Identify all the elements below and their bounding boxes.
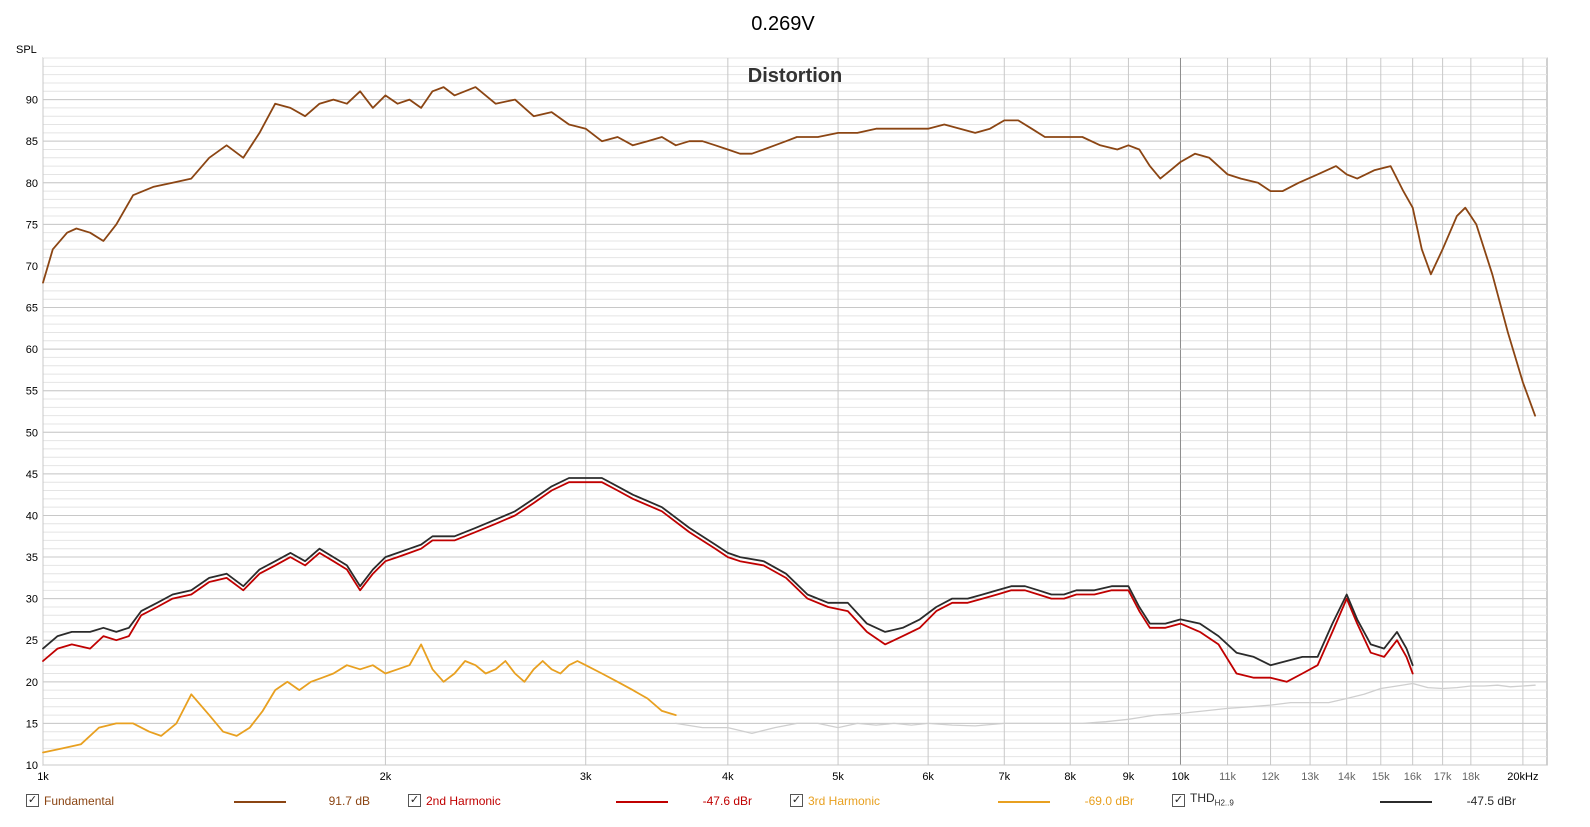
y-tick-label: 15 [26,718,38,730]
legend-label-thd: THDH2..9 [1190,791,1234,807]
legend-value-2nd-harmonic: -47.6 dBr [702,794,752,808]
x-tick-label: 7k [998,771,1010,783]
fundamental-checkbox[interactable]: ✓ [26,794,39,807]
y-tick-label: 85 [26,136,38,148]
y-tick-label: 70 [26,261,38,273]
y-tick-label: 55 [26,386,38,398]
plot-area [42,57,1548,766]
x-tick-label: 17k [1434,771,1452,783]
y-tick-label: 50 [26,427,38,439]
x-tick-label: 16k [1404,771,1422,783]
y-tick-label: 90 [26,95,38,107]
thd-name: THD [1190,791,1215,805]
x-tick-label: 13k [1301,771,1319,783]
series-line-noise-floor [675,682,1536,735]
y-tick-label: 65 [26,303,38,315]
legend-swatch-3rd-harmonic [998,801,1050,803]
y-axis-label: SPL [16,44,37,56]
y-tick-label: 80 [26,178,38,190]
x-tick-label: 8k [1064,771,1076,783]
x-tick-label: 4k [722,771,734,783]
legend-value-fundamental: 91.7 dB [328,794,370,808]
x-tick-label: 2k [380,771,392,783]
x-tick-label: 3k [580,771,592,783]
x-tick-label: 14k [1338,771,1356,783]
x-tick-label: 11k [1219,771,1236,783]
x-tick-label: 5k [832,771,844,783]
x-tick-label: 12k [1262,771,1280,783]
legend-label-3rd-harmonic: 3rd Harmonic [808,794,881,808]
y-tick-label: 25 [26,635,38,647]
thd-subscript: H2..9 [1214,798,1234,808]
x-tick-label: 15k [1372,771,1390,783]
x-tick-label: 6k [922,771,934,783]
x-tick-label: 10k [1172,771,1190,783]
y-tick-label: 10 [26,760,38,772]
y-tick-label: 30 [26,594,38,606]
series-layer [42,86,1536,754]
legend-value-thd: -47.5 dBr [1466,794,1516,808]
x-tick-labels: 1k 2k 3k 4k 5k 6k 7k 8k 9k 10k 11k 12k 13k 14k 15k 16k 1… [37,771,1538,783]
series-line-3rd-harmonic [42,643,677,754]
legend-swatch-fundamental [234,801,286,803]
thd-checkbox[interactable]: ✓ [1172,794,1185,807]
plot-frame [42,57,1548,766]
legend-label-2nd-harmonic: 2nd Harmonic [426,794,501,808]
x-tick-label: 1k [37,771,49,783]
major-grid [42,58,1547,766]
y-tick-label: 20 [26,677,38,689]
y-tick-labels: 10 15 20 25 30 35 40 45 50 55 60 65 70 75 80 85 90 [26,95,38,772]
legend-swatch-thd [1380,801,1432,803]
x-tick-label: 9k [1123,771,1135,783]
y-tick-label: 75 [26,219,38,231]
x-tick-label: 18k [1462,771,1480,783]
y-tick-label: 40 [26,510,38,522]
legend: ✓ Fundamental 91.7 dB ✓ 2nd Harmonic -47… [0,790,1590,814]
2nd-harmonic-checkbox[interactable]: ✓ [408,794,421,807]
y-tick-label: 35 [26,552,38,564]
chart-title: Distortion [748,65,842,87]
legend-swatch-2nd-harmonic [616,801,668,803]
series-line-2nd-harmonic [42,481,1414,683]
voltage-title: 0.269V [751,13,815,35]
x-tick-label: 20kHz [1507,771,1538,783]
y-tick-label: 45 [26,469,38,481]
y-tick-label: 60 [26,344,38,356]
legend-label-fundamental: Fundamental [44,794,115,808]
legend-value-3rd-harmonic: -69.0 dBr [1084,794,1134,808]
series-line-fundamental [42,86,1536,417]
3rd-harmonic-checkbox[interactable]: ✓ [790,794,803,807]
series-line-thd [42,477,1414,667]
